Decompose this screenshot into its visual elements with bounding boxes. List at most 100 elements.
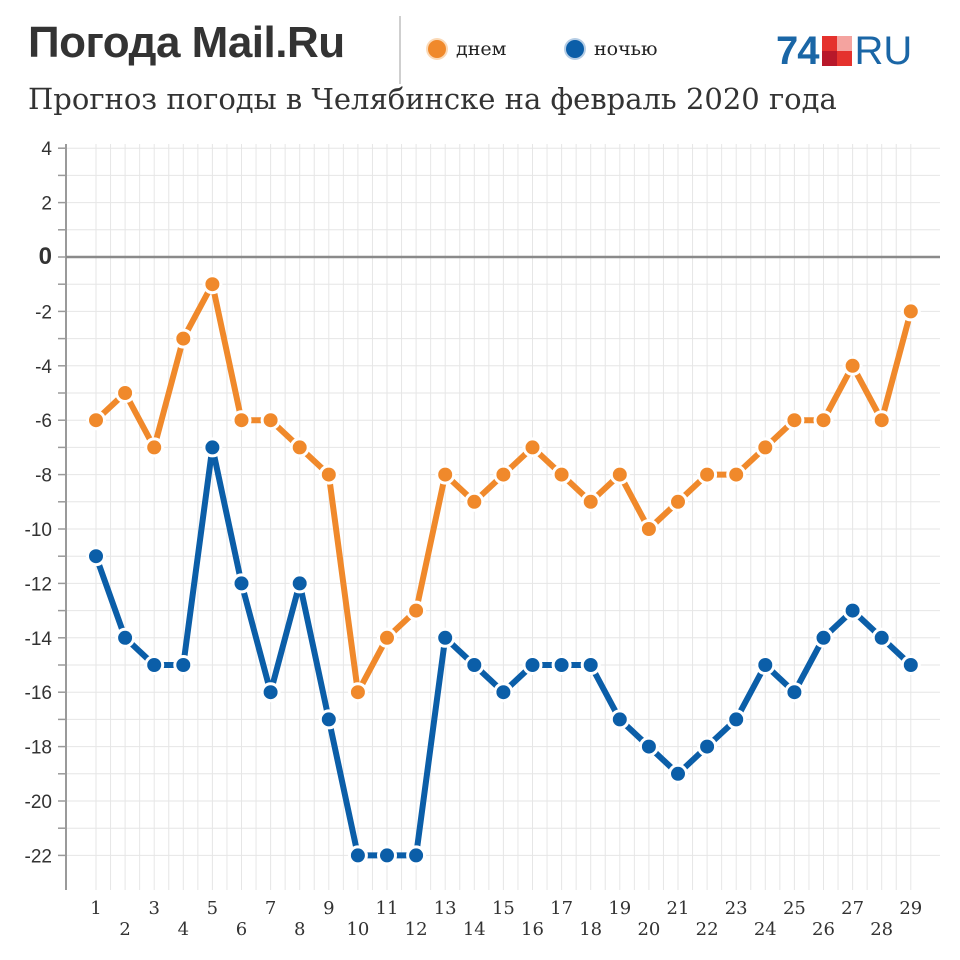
x-tick-label: 12 xyxy=(405,919,428,940)
data-point xyxy=(86,410,106,431)
data-point xyxy=(726,709,747,730)
x-tick-label: 19 xyxy=(608,898,631,919)
data-point xyxy=(900,301,921,322)
x-tick-label: 3 xyxy=(148,898,159,919)
data-point xyxy=(900,655,921,675)
data-point xyxy=(464,491,485,512)
x-tick-label: 21 xyxy=(667,898,690,919)
data-point xyxy=(784,410,805,431)
data-point xyxy=(842,355,863,376)
legend-item-night: ночью xyxy=(566,38,658,60)
x-tick-label: 29 xyxy=(899,898,922,919)
data-point xyxy=(784,682,805,703)
data-point xyxy=(231,410,252,431)
y-tick-label: -10 xyxy=(25,520,52,541)
x-tick-label: 28 xyxy=(870,919,893,940)
data-point xyxy=(318,464,339,485)
data-point xyxy=(755,655,776,675)
legend-day-label: днем xyxy=(456,38,507,60)
data-point xyxy=(406,845,427,866)
data-point xyxy=(609,709,630,730)
header-divider xyxy=(399,16,401,84)
data-point xyxy=(377,845,397,866)
data-point xyxy=(726,464,747,485)
x-tick-label: 16 xyxy=(521,919,544,940)
x-tick-label: 4 xyxy=(178,919,189,940)
data-point xyxy=(144,437,165,458)
data-point xyxy=(173,655,194,675)
y-tick-label: -8 xyxy=(35,466,52,487)
data-point xyxy=(231,573,252,594)
chart-axes: 420-2-4-6-8-10-12-14-16-18-20-2212345678… xyxy=(25,139,940,940)
y-tick-label: 2 xyxy=(41,194,52,215)
x-tick-label: 2 xyxy=(119,919,130,940)
y-tick-label: 4 xyxy=(41,139,52,160)
x-tick-label: 15 xyxy=(492,898,515,919)
data-point xyxy=(289,437,310,458)
y-tick-label: 0 xyxy=(39,243,52,270)
data-point xyxy=(638,519,659,539)
x-tick-label: 13 xyxy=(434,898,457,919)
chart-header: Погода Mail.Ru днем ночью 74 RU Прогноз … xyxy=(0,0,960,135)
legend-night-label: ночью xyxy=(594,38,658,60)
x-tick-label: 5 xyxy=(207,898,218,919)
logo-number: 74 xyxy=(776,28,819,73)
y-tick-label: -6 xyxy=(35,411,52,432)
data-point xyxy=(551,655,572,675)
x-tick-label: 7 xyxy=(265,898,276,919)
data-point xyxy=(406,600,427,621)
logo-suffix: RU xyxy=(854,28,913,73)
data-point xyxy=(668,763,688,784)
x-tick-label: 18 xyxy=(579,919,602,940)
data-point xyxy=(668,491,688,512)
data-point xyxy=(493,464,514,485)
series-night xyxy=(86,437,921,866)
data-point xyxy=(377,627,397,648)
x-tick-label: 17 xyxy=(550,898,573,919)
chart-subtitle: Прогноз погоды в Челябинске на февраль 2… xyxy=(28,82,837,116)
data-point xyxy=(697,464,718,485)
data-point xyxy=(115,383,136,403)
data-point xyxy=(435,464,456,485)
legend-item-day: днем xyxy=(428,38,506,60)
data-point xyxy=(871,410,892,431)
data-point xyxy=(580,655,601,675)
x-tick-label: 23 xyxy=(725,898,748,919)
data-point xyxy=(813,410,834,431)
data-point xyxy=(580,491,601,512)
data-point xyxy=(842,600,863,621)
y-tick-label: -16 xyxy=(25,683,52,704)
data-point xyxy=(202,274,223,295)
data-point xyxy=(464,655,485,675)
y-tick-label: -20 xyxy=(25,792,52,813)
logo-square-icon xyxy=(821,36,852,66)
data-point xyxy=(144,655,165,675)
x-tick-label: 26 xyxy=(812,919,835,940)
x-tick-label: 22 xyxy=(696,919,719,940)
data-point xyxy=(522,655,543,675)
x-tick-label: 14 xyxy=(463,919,486,940)
y-tick-label: -4 xyxy=(35,357,52,378)
data-point xyxy=(871,627,892,648)
data-point xyxy=(115,627,136,648)
series-day xyxy=(86,274,921,703)
data-point xyxy=(289,573,310,594)
y-tick-label: -2 xyxy=(35,302,52,323)
y-tick-label: -22 xyxy=(25,846,52,867)
x-tick-label: 8 xyxy=(294,919,305,940)
y-tick-label: -14 xyxy=(25,629,53,650)
data-point xyxy=(435,627,456,648)
site-logo: 74 RU xyxy=(776,26,912,76)
legend-day-dot xyxy=(428,40,446,58)
data-point xyxy=(260,410,281,431)
y-tick-label: -12 xyxy=(25,574,52,595)
data-point xyxy=(202,437,223,458)
data-point xyxy=(260,682,281,703)
x-tick-label: 1 xyxy=(90,898,101,919)
x-tick-label: 11 xyxy=(376,898,399,919)
data-point xyxy=(493,682,514,703)
y-tick-label: -18 xyxy=(25,738,52,759)
data-point xyxy=(522,437,543,458)
data-point xyxy=(755,437,776,458)
x-tick-label: 6 xyxy=(236,919,247,940)
